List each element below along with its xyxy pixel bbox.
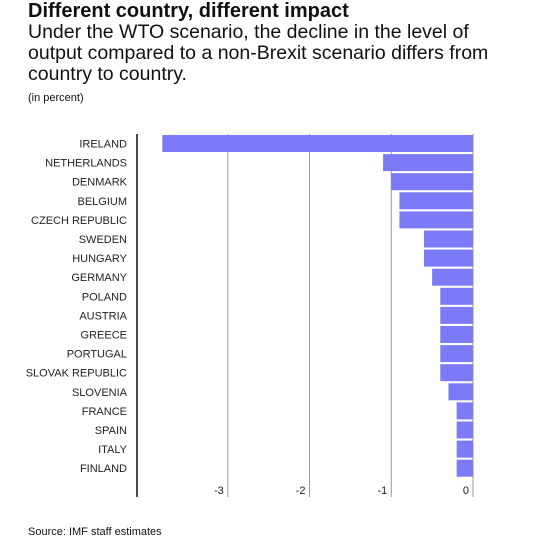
bar [456, 440, 473, 458]
category-label: CZECH REPUBLIC [31, 215, 127, 227]
x-tick-label: -3 [214, 485, 224, 497]
bar [423, 249, 473, 267]
category-label: ITALY [98, 444, 128, 456]
x-tick-label: 0 [463, 485, 469, 497]
category-label: SLOVENIA [72, 387, 128, 399]
bar [448, 383, 473, 401]
category-label: GERMANY [71, 272, 127, 284]
bar [440, 306, 473, 324]
category-label: SWEDEN [79, 234, 127, 246]
category-label: POLAND [82, 291, 127, 303]
bars [162, 135, 473, 477]
source-note: Source: IMF staff estimates [28, 526, 162, 538]
category-label: SPAIN [95, 425, 127, 437]
bar [162, 135, 473, 152]
bar [432, 268, 473, 286]
bar [456, 421, 473, 439]
bar [440, 326, 473, 343]
category-label: FINLAND [80, 463, 127, 475]
category-label: DENMARK [72, 177, 128, 189]
bar [456, 459, 473, 477]
unit-note: (in percent) [28, 92, 84, 104]
bar [423, 230, 473, 248]
category-label: NETHERLANDS [45, 158, 127, 170]
category-label: SLOVAK REPUBLIC [26, 368, 127, 380]
category-labels: IRELAND NETHERLANDS DENMARK BELGIUM CZECH RE… [26, 139, 128, 476]
category-label: AUSTRIA [79, 310, 127, 322]
category-label: IRELAND [79, 139, 127, 151]
bar [383, 154, 473, 172]
bar [440, 364, 473, 382]
x-tick-labels: -3 -2 -1 0 [214, 485, 469, 497]
chart-title: Different country, different impact [28, 0, 349, 22]
x-tick-label: -1 [377, 485, 387, 497]
bar [440, 287, 473, 305]
bar [391, 173, 473, 191]
x-tick-label: -2 [296, 485, 306, 497]
bar [399, 192, 473, 210]
bar [399, 211, 473, 229]
category-label: BELGIUM [77, 196, 127, 208]
bar [456, 402, 473, 420]
category-label: FRANCE [82, 406, 127, 418]
bar [440, 345, 473, 363]
category-label: PORTUGAL [67, 349, 127, 361]
category-label: GREECE [81, 330, 127, 342]
chart-subtitle: Under the WTO scenario, the decline in t… [28, 21, 489, 85]
category-label: HUNGARY [72, 253, 127, 265]
